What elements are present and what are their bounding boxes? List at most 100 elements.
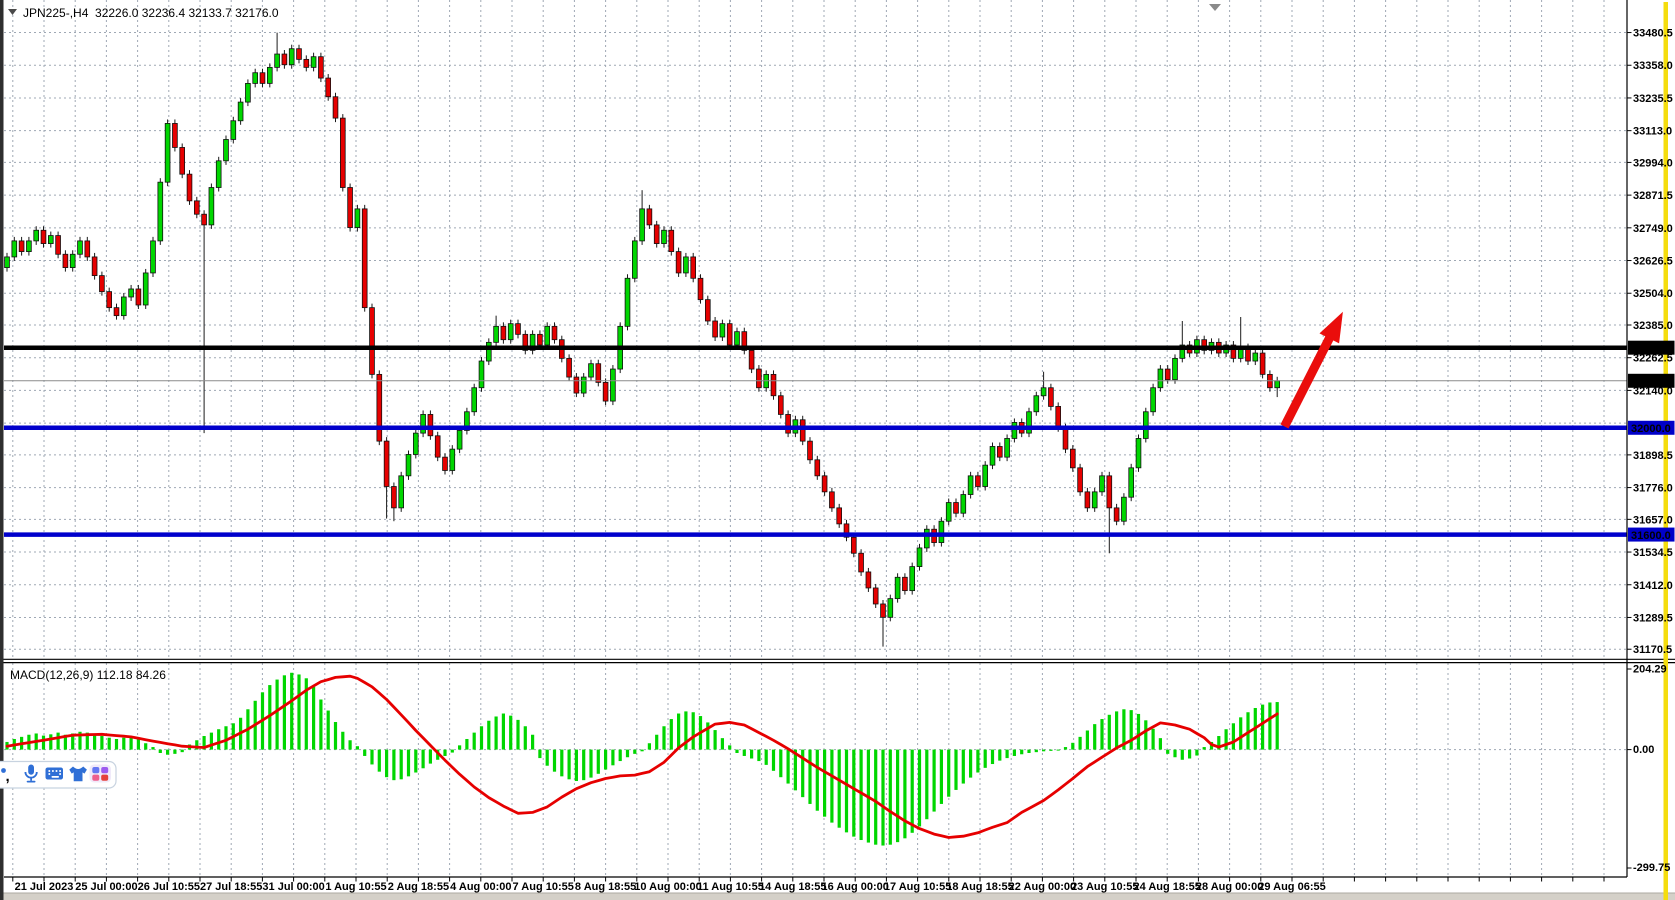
candle — [887, 594, 894, 622]
macd-histogram-bar — [552, 749, 557, 772]
time-tick-label: 31 Jul 00:00 — [262, 881, 324, 893]
macd-histogram-bar — [560, 749, 564, 777]
price-tick-label: 33113.0 — [1633, 126, 1672, 138]
macd-histogram-bar — [655, 734, 659, 750]
candle — [588, 359, 594, 382]
macd-histogram-bar — [1231, 723, 1235, 750]
candle — [610, 365, 616, 406]
price-tick-label: 32140.0 — [1633, 385, 1673, 397]
macd-histogram-bar — [516, 719, 520, 750]
macd-histogram-bar — [662, 726, 666, 750]
symbol-dropdown-icon[interactable] — [8, 9, 17, 15]
candles-layer[interactable] — [4, 32, 1281, 647]
keyboard-icon[interactable] — [45, 767, 64, 780]
macd-histogram-bar — [100, 736, 104, 750]
candle — [208, 183, 215, 229]
candle — [551, 322, 558, 344]
time-tick-label: 18 Aug 18:55 — [946, 881, 1013, 893]
partial-pen-icon[interactable]: , — [1, 768, 10, 785]
floating-toolbar[interactable]: , — [0, 760, 117, 789]
macd-histogram-bar — [1202, 747, 1206, 750]
candle — [354, 204, 361, 232]
app-grid-icon[interactable] — [89, 764, 112, 783]
candle — [121, 292, 127, 320]
macd-histogram-bar — [166, 749, 170, 755]
candle — [668, 226, 675, 256]
macd-histogram-bar — [625, 749, 630, 758]
macd-histogram-bar — [874, 749, 878, 845]
macd-indicator-layer — [5, 672, 1279, 846]
candle — [726, 319, 733, 350]
price-badge: 32300.0 — [1628, 340, 1675, 355]
microphone-icon[interactable] — [24, 764, 38, 783]
candle — [478, 357, 485, 392]
macd-histogram-bar — [406, 749, 411, 777]
candle — [40, 226, 47, 248]
macd-histogram-bar — [844, 749, 849, 833]
macd-histogram-bar — [545, 749, 549, 766]
macd-histogram-bar — [954, 749, 958, 790]
candle — [982, 461, 988, 491]
horizontal-levels-layer[interactable] — [4, 345, 1627, 537]
axes-layer[interactable]: 33480.5 33358.0 33235.5 33113.0 32994.0 32871… — [4, 0, 1675, 893]
candle — [909, 562, 915, 595]
macd-histogram-bar — [640, 749, 644, 752]
macd-histogram-bar — [669, 719, 673, 750]
candle — [62, 250, 69, 272]
candle — [274, 32, 280, 72]
candle — [799, 415, 806, 446]
macd-histogram-bar — [808, 749, 812, 804]
candle — [1077, 463, 1083, 496]
candle — [515, 319, 521, 339]
candle — [741, 327, 748, 355]
time-tick-label: 14 Aug 18:55 — [759, 881, 826, 893]
candle — [1237, 316, 1244, 363]
macd-histogram-bar — [78, 731, 82, 750]
time-tick-label: 29 Aug 06:55 — [1258, 881, 1325, 893]
macd-histogram-bar — [757, 749, 761, 762]
macd-histogram-bar — [501, 713, 505, 750]
trend-arrow[interactable] — [1280, 311, 1343, 429]
svg-text:32000.0: 32000.0 — [1631, 423, 1671, 435]
candle — [1172, 354, 1178, 384]
macd-histogram-bar — [684, 711, 688, 750]
candle — [1252, 349, 1259, 366]
price-badge: 32000.0 — [1628, 420, 1675, 435]
candle — [851, 533, 857, 558]
macd-histogram-bar — [479, 726, 484, 750]
candle — [807, 437, 813, 464]
price-tick-label: 32994.0 — [1633, 157, 1673, 169]
candle — [690, 252, 696, 283]
annotation-layer[interactable] — [1280, 311, 1343, 429]
macd-histogram-bar — [1224, 729, 1228, 750]
price-tick-label: 31898.5 — [1633, 450, 1673, 462]
candle — [1259, 349, 1266, 379]
candle — [339, 114, 346, 192]
macd-histogram-bar — [326, 710, 330, 750]
clothing-icon[interactable] — [69, 766, 87, 782]
macd-histogram-bar — [1056, 749, 1060, 751]
candle — [1011, 418, 1018, 443]
candle — [500, 322, 507, 344]
shift-marker-icon — [1209, 4, 1221, 11]
candle — [522, 330, 529, 355]
time-tick-label: 26 Jul 10:55 — [138, 881, 200, 893]
candle — [91, 252, 98, 280]
macd-histogram-bar — [1275, 702, 1279, 750]
macd-histogram-bar — [158, 749, 162, 753]
macd-histogram-bar — [472, 732, 476, 750]
price-tick-label: 31657.0 — [1633, 514, 1673, 526]
candle — [266, 63, 273, 88]
candle — [33, 226, 39, 245]
macd-histogram-bar — [1144, 720, 1148, 750]
macd-histogram-bar — [268, 685, 272, 750]
price-tick-label: 33480.5 — [1633, 28, 1673, 40]
candle — [405, 450, 412, 480]
price-tick-label: 33235.5 — [1633, 93, 1673, 105]
macd-histogram-bar — [1217, 736, 1221, 750]
candle — [507, 319, 514, 344]
macd-histogram-bar — [195, 740, 199, 750]
time-tick-label: 24 Aug 18:55 — [1133, 881, 1200, 893]
